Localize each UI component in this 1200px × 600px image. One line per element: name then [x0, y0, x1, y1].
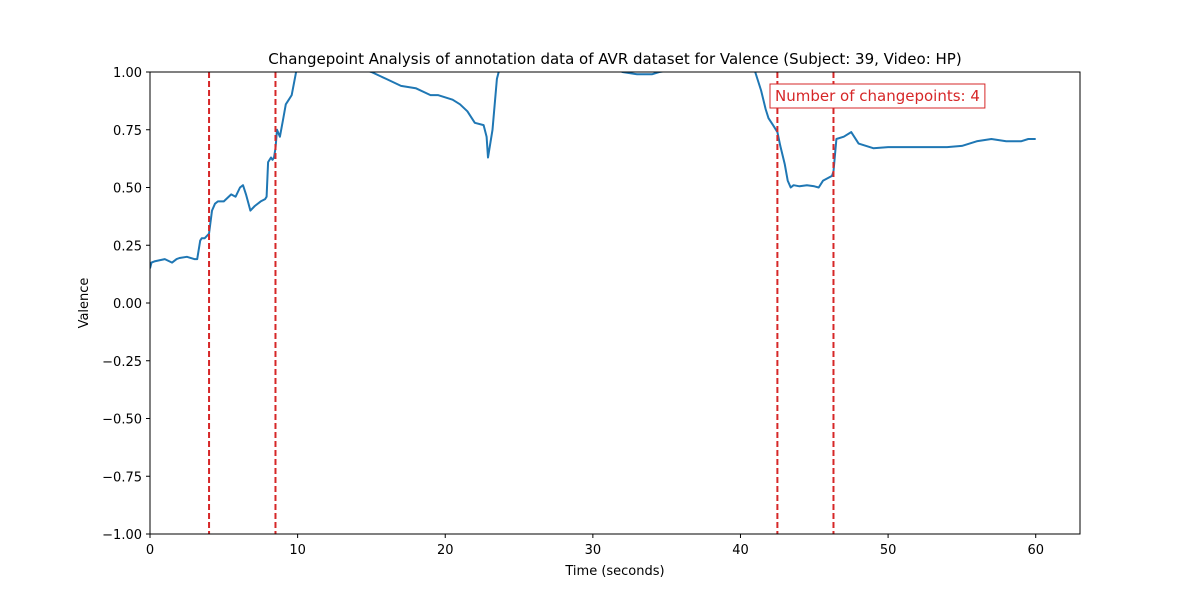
x-tick-label: 60 — [1027, 543, 1044, 558]
y-tick-label: 0.25 — [113, 239, 142, 254]
y-tick-label: −0.50 — [102, 413, 142, 428]
x-axis-label: Time (seconds) — [564, 564, 664, 579]
changepoint-count-annotation: Number of changepoints: 4 — [769, 83, 986, 109]
x-tick-label: 30 — [585, 543, 602, 558]
x-tick-label: 20 — [437, 543, 454, 558]
chart-title: Changepoint Analysis of annotation data … — [268, 50, 961, 68]
y-tick-label: 1.00 — [113, 66, 142, 81]
y-tick-label: 0.75 — [113, 124, 142, 139]
y-tick-label: 0.50 — [113, 182, 142, 197]
x-axis: 0 10 20 30 40 50 60 — [146, 534, 1044, 558]
x-tick-label: 50 — [880, 543, 897, 558]
annotation-box — [769, 83, 986, 109]
y-axis-label: Valence — [77, 278, 92, 329]
y-tick-label: 0.00 — [113, 297, 142, 312]
series-line-0 — [150, 72, 1036, 269]
x-tick-label: 0 — [146, 543, 154, 558]
y-tick-label: −0.25 — [102, 355, 142, 370]
y-tick-label: −0.75 — [102, 470, 142, 485]
plot-layer — [150, 72, 1036, 534]
x-tick-label: 10 — [289, 543, 306, 558]
y-axis: −1.00 −0.75 −0.50 −0.25 0.00 0.25 0.50 0.75 1.00 — [102, 66, 150, 543]
plot-frame — [149, 71, 1081, 535]
y-tick-label: −1.00 — [102, 528, 142, 543]
annotation-text: Number of changepoints: 4 — [775, 87, 980, 105]
x-tick-label: 40 — [732, 543, 749, 558]
